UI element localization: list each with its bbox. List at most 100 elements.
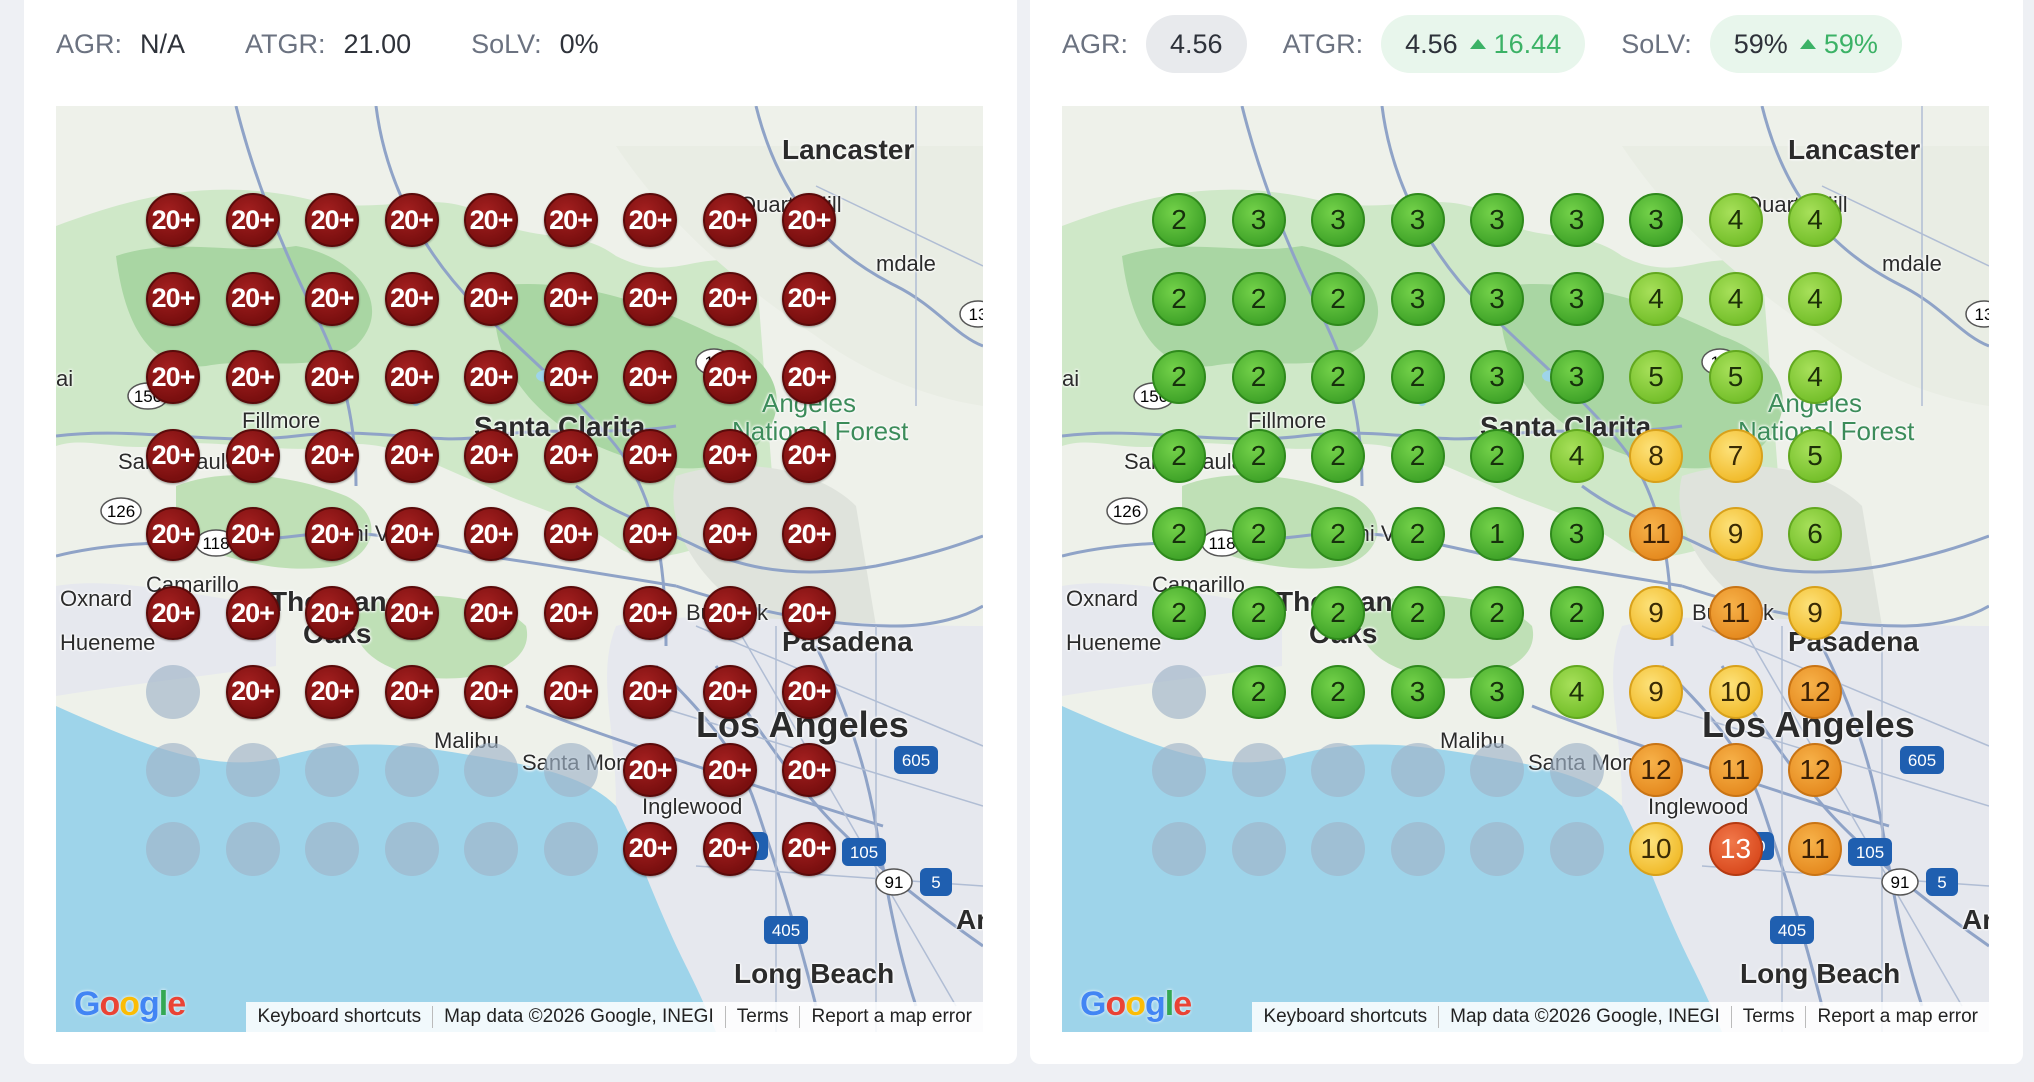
rank-pin[interactable]: 3 xyxy=(1390,271,1445,326)
rank-pin[interactable]: 2 xyxy=(1152,350,1206,405)
rank-pin[interactable]: 3 xyxy=(1470,350,1524,405)
rank-pin[interactable]: 4 xyxy=(1549,664,1604,719)
rank-pin[interactable]: 20+ xyxy=(782,350,836,405)
rank-pin-empty[interactable] xyxy=(384,743,439,798)
rank-pin[interactable]: 2 xyxy=(1152,507,1206,562)
rank-pin-empty[interactable] xyxy=(225,743,280,798)
rank-pin[interactable]: 20+ xyxy=(702,743,757,798)
rank-pin[interactable]: 20+ xyxy=(623,350,677,405)
rank-pin-empty[interactable] xyxy=(384,821,439,876)
rank-pin[interactable]: 20+ xyxy=(623,586,677,640)
rank-pin[interactable]: 12 xyxy=(1788,664,1842,719)
rank-pin[interactable]: 20+ xyxy=(305,664,359,719)
rank-pin[interactable]: 20+ xyxy=(782,428,836,483)
rank-pin[interactable]: 20+ xyxy=(702,193,757,247)
rank-pin-empty[interactable] xyxy=(1152,664,1206,719)
rank-pin[interactable]: 20+ xyxy=(464,271,518,326)
rank-pin[interactable]: 20+ xyxy=(225,586,280,640)
rank-pin[interactable]: 3 xyxy=(1549,507,1604,562)
rank-pin[interactable]: 20+ xyxy=(305,350,359,405)
rank-pin[interactable]: 20+ xyxy=(702,271,757,326)
rank-pin[interactable]: 11 xyxy=(1708,743,1763,798)
rank-pin[interactable]: 20+ xyxy=(464,507,518,562)
rank-pin[interactable]: 20+ xyxy=(305,428,359,483)
rank-pin-empty[interactable] xyxy=(1311,821,1365,876)
rank-pin[interactable]: 3 xyxy=(1629,193,1683,247)
rank-pin[interactable]: 1 xyxy=(1470,507,1524,562)
rank-pin[interactable]: 3 xyxy=(1549,271,1604,326)
rank-pin[interactable]: 2 xyxy=(1311,428,1365,483)
rank-pin[interactable]: 9 xyxy=(1629,586,1683,640)
rank-pin[interactable]: 2 xyxy=(1311,507,1365,562)
rank-pin[interactable]: 2 xyxy=(1390,428,1445,483)
rank-pin[interactable]: 20+ xyxy=(384,193,439,247)
rank-pin-empty[interactable] xyxy=(464,743,518,798)
rank-pin[interactable]: 20+ xyxy=(146,350,200,405)
rank-pin[interactable]: 20+ xyxy=(146,507,200,562)
report-error-link[interactable]: Report a map error xyxy=(1805,1006,1989,1028)
rank-pin[interactable]: 3 xyxy=(1470,271,1524,326)
rank-pin[interactable]: 20+ xyxy=(464,664,518,719)
rank-pin[interactable]: 20+ xyxy=(464,193,518,247)
rank-pin-empty[interactable] xyxy=(1231,743,1286,798)
rank-pin-empty[interactable] xyxy=(543,821,598,876)
rank-pin[interactable]: 9 xyxy=(1629,664,1683,719)
rank-pin[interactable]: 10 xyxy=(1629,821,1683,876)
report-error-link[interactable]: Report a map error xyxy=(799,1006,983,1028)
rank-pin-empty[interactable] xyxy=(543,743,598,798)
rank-pin[interactable]: 2 xyxy=(1311,350,1365,405)
rank-pin-empty[interactable] xyxy=(1390,821,1445,876)
rank-pin[interactable]: 20+ xyxy=(225,428,280,483)
rank-pin[interactable]: 6 xyxy=(1788,507,1842,562)
rank-pin[interactable]: 2 xyxy=(1152,428,1206,483)
rank-pin[interactable]: 20+ xyxy=(623,507,677,562)
rank-pin-empty[interactable] xyxy=(146,743,200,798)
rank-pin[interactable]: 2 xyxy=(1390,350,1445,405)
rank-pin[interactable]: 5 xyxy=(1788,428,1842,483)
rank-pin[interactable]: 20+ xyxy=(623,193,677,247)
terms-link[interactable]: Terms xyxy=(1730,1006,1806,1028)
rank-pin[interactable]: 20+ xyxy=(543,193,598,247)
rank-pin[interactable]: 4 xyxy=(1788,350,1842,405)
rank-pin[interactable]: 2 xyxy=(1311,271,1365,326)
rank-pin-empty[interactable] xyxy=(1470,821,1524,876)
rank-pin[interactable]: 20+ xyxy=(623,743,677,798)
rank-pin-empty[interactable] xyxy=(464,821,518,876)
rank-pin[interactable]: 3 xyxy=(1470,193,1524,247)
rank-pin[interactable]: 8 xyxy=(1629,428,1683,483)
rank-pin[interactable]: 2 xyxy=(1311,664,1365,719)
rank-pin[interactable]: 2 xyxy=(1152,193,1206,247)
rank-pin[interactable]: 2 xyxy=(1470,428,1524,483)
keyboard-shortcuts-link[interactable]: Keyboard shortcuts xyxy=(1263,1006,1428,1027)
rank-pin[interactable]: 12 xyxy=(1788,743,1842,798)
rank-pin[interactable]: 20+ xyxy=(225,507,280,562)
rank-pin-empty[interactable] xyxy=(305,743,359,798)
rank-pin[interactable]: 20+ xyxy=(146,428,200,483)
rank-pin[interactable]: 20+ xyxy=(384,350,439,405)
rank-pin[interactable]: 20+ xyxy=(782,664,836,719)
rank-pin[interactable]: 20+ xyxy=(623,271,677,326)
rank-pin-empty[interactable] xyxy=(146,821,200,876)
rank-pin[interactable]: 20+ xyxy=(702,821,757,876)
rank-pin[interactable]: 20+ xyxy=(384,428,439,483)
rank-grid-map[interactable]: 150 126 118 14 13 110 105 605 405 91 5 L… xyxy=(1062,106,1989,1032)
rank-pin[interactable]: 20+ xyxy=(305,586,359,640)
rank-pin[interactable]: 20+ xyxy=(543,664,598,719)
rank-pin[interactable]: 20+ xyxy=(702,428,757,483)
rank-pin[interactable]: 20+ xyxy=(782,821,836,876)
rank-pin-empty[interactable] xyxy=(1152,743,1206,798)
rank-pin[interactable]: 20+ xyxy=(782,743,836,798)
rank-pin[interactable]: 3 xyxy=(1311,193,1365,247)
rank-pin-empty[interactable] xyxy=(225,821,280,876)
rank-pin[interactable]: 20+ xyxy=(225,271,280,326)
rank-pin[interactable]: 20+ xyxy=(623,821,677,876)
rank-pin[interactable]: 20+ xyxy=(543,507,598,562)
rank-pin[interactable]: 2 xyxy=(1549,586,1604,640)
rank-pin[interactable]: 9 xyxy=(1708,507,1763,562)
rank-pin[interactable]: 20+ xyxy=(305,193,359,247)
rank-pin[interactable]: 20+ xyxy=(225,350,280,405)
rank-pin[interactable]: 4 xyxy=(1708,271,1763,326)
rank-pin[interactable]: 20+ xyxy=(543,428,598,483)
rank-pin[interactable]: 20+ xyxy=(225,664,280,719)
rank-pin[interactable]: 10 xyxy=(1708,664,1763,719)
